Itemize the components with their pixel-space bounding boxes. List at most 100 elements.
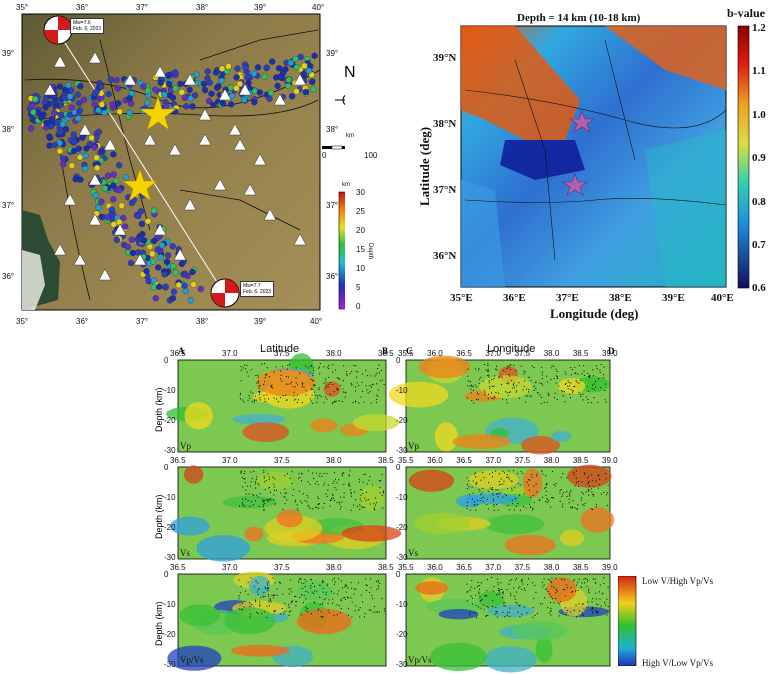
- hypocenter-dot: [279, 583, 281, 585]
- hypocenter-dot: [253, 470, 255, 472]
- hypocenter-dot: [532, 607, 534, 609]
- depth-tick: -20: [396, 416, 408, 425]
- hypocenter-dot: [545, 501, 547, 503]
- depth-tick: 0: [396, 570, 401, 579]
- hypocenter-dot: [478, 382, 480, 384]
- colorbar-tick: 0.6: [752, 282, 766, 294]
- hypocenter-dot: [301, 594, 303, 596]
- epicenter-dot: [164, 252, 172, 259]
- hypocenter-dot: [352, 402, 354, 403]
- lat-tick: 37°N: [433, 184, 457, 196]
- hypocenter-dot: [274, 489, 275, 491]
- hypocenter-dot: [510, 594, 512, 596]
- hypocenter-dot: [257, 613, 259, 615]
- hypocenter-dot: [329, 381, 331, 383]
- epicenter-dot: [165, 80, 173, 88]
- hypocenter-dot: [603, 582, 605, 584]
- depth-tick: -30: [396, 446, 408, 455]
- hypocenter-dot: [322, 591, 324, 593]
- hypocenter-dot: [606, 614, 608, 616]
- hypocenter-dot: [327, 366, 329, 368]
- hypocenter-dot: [273, 613, 275, 615]
- epicenter-dot: [152, 86, 159, 93]
- hypocenter-dot: [296, 402, 298, 403]
- velocity-anomaly: [257, 471, 292, 490]
- epicenter-dot: [91, 101, 98, 108]
- epicenter-dot: [244, 74, 251, 81]
- epicenter-dot: [62, 86, 69, 94]
- hypocenter-dot: [476, 499, 478, 501]
- lon-tick-bottom: 38°: [196, 317, 209, 326]
- epicenter-dot: [46, 100, 53, 107]
- hypocenter-dot: [584, 582, 586, 584]
- hypocenter-dot: [255, 479, 257, 481]
- hypocenter-dot: [240, 471, 242, 473]
- hypocenter-dot: [580, 499, 582, 501]
- hypocenter-dot: [381, 474, 383, 476]
- hypocenter-dot: [295, 367, 297, 369]
- hypocenter-dot: [259, 391, 261, 392]
- hypocenter-dot: [550, 610, 552, 612]
- hypocenter-dot: [262, 498, 264, 500]
- hypocenter-dot: [509, 607, 511, 609]
- hypocenter-dot: [507, 365, 509, 367]
- hypocenter-dot: [270, 499, 272, 501]
- epicenter-dot: [60, 155, 67, 162]
- hypocenter-dot: [595, 380, 596, 382]
- hypocenter-dot: [267, 582, 268, 584]
- hypocenter-dot: [586, 578, 588, 580]
- epicenter-dot: [293, 64, 301, 71]
- hypocenter-dot: [476, 616, 477, 618]
- hypocenter-dot: [240, 392, 241, 394]
- epicenter-dot: [56, 129, 64, 136]
- hypocenter-dot: [566, 495, 568, 497]
- hypocenter-dot: [535, 381, 537, 383]
- epicenter-dot: [57, 111, 64, 119]
- hypocenter-dot: [305, 609, 307, 611]
- hypocenter-dot: [253, 401, 255, 403]
- hypocenter-dot: [518, 382, 520, 384]
- velocity-anomaly: [232, 413, 286, 425]
- epicenter-dot: [197, 285, 204, 293]
- hypocenter-dot: [257, 374, 259, 376]
- x-axis-label: Longitude (deg): [550, 306, 639, 321]
- hypocenter-dot: [366, 389, 368, 391]
- hypocenter-dot: [585, 491, 587, 493]
- hypocenter-dot: [528, 578, 529, 580]
- hypocenter-dot: [298, 473, 300, 475]
- hypocenter-dot: [549, 579, 551, 581]
- bvalue-map-canvas: [460, 25, 750, 289]
- velocity-anomaly: [170, 516, 210, 536]
- hypocenter-dot: [332, 364, 334, 366]
- hypocenter-dot: [256, 382, 258, 384]
- hypocenter-dot: [517, 611, 519, 613]
- hypocenter-dot: [488, 382, 490, 384]
- hypocenter-dot: [551, 364, 553, 366]
- hypocenter-dot: [276, 594, 278, 596]
- hypocenter-dot: [322, 616, 324, 618]
- lat-tick-right: 37°: [326, 201, 339, 210]
- epicenter-dot: [309, 78, 316, 86]
- hypocenter-dot: [329, 393, 331, 395]
- hypocenter-dot: [290, 579, 292, 581]
- latitude-tick: 37.0: [222, 349, 238, 358]
- hypocenter-dot: [502, 470, 504, 472]
- station-triangle: [43, 83, 57, 96]
- hypocenter-dot: [281, 380, 283, 382]
- hypocenter-dot: [250, 481, 252, 483]
- hypocenter-dot: [506, 474, 508, 476]
- hypocenter-dot: [569, 495, 571, 497]
- depth-tick: -30: [164, 553, 176, 562]
- hypocenter-dot: [478, 488, 480, 490]
- hypocenter-dot: [310, 578, 312, 580]
- hypocenter-dot: [365, 385, 367, 387]
- hypocenter-dot: [524, 401, 526, 403]
- hypocenter-dot: [467, 375, 469, 377]
- velocity-anomaly: [504, 534, 556, 556]
- longitude-tick: 38.5: [572, 456, 589, 465]
- epicenter-dot: [187, 297, 194, 304]
- hypocenter-dot: [566, 587, 568, 589]
- hypocenter-dot: [598, 378, 600, 380]
- hypocenter-dot: [259, 601, 261, 603]
- hypocenter-dot: [582, 393, 584, 395]
